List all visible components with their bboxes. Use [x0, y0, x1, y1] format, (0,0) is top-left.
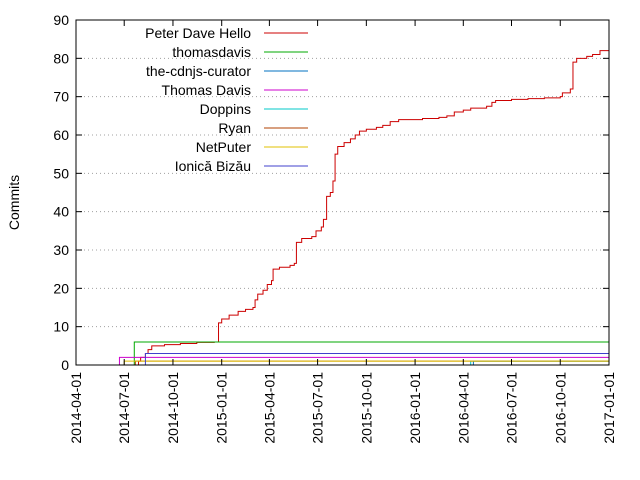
y-tick-label: 80	[53, 50, 69, 66]
axis-ticks	[75, 19, 610, 366]
y-tick-label: 90	[53, 12, 69, 28]
y-tick-label: 30	[53, 242, 69, 258]
y-tick-label: 0	[61, 357, 69, 373]
series-line-6	[122, 360, 609, 366]
series-line-7	[136, 353, 609, 366]
x-tick-label: 2014-04-01	[68, 372, 84, 444]
legend-label: Peter Dave Hello	[145, 25, 251, 41]
x-tick-label: 2016-01-01	[407, 372, 423, 444]
y-tick-label: 20	[53, 280, 69, 296]
legend-label: Ionică Bizău	[175, 158, 251, 174]
y-tick-labels: 0 10 20 30 40 50 60 70 80 90	[53, 12, 69, 373]
series-line-5	[134, 360, 609, 366]
series-line-4	[468, 360, 609, 366]
legend: Peter Dave Hello thomasdavis the-cdnjs-cur…	[145, 25, 308, 174]
x-tick-labels: 2014-04-01 2014-07-01 2014-10-01 2015-01-01…	[68, 372, 617, 444]
x-tick-label: 2015-10-01	[358, 372, 374, 444]
x-tick-label: 2014-10-01	[165, 372, 181, 444]
legend-label: the-cdnjs-curator	[146, 63, 251, 79]
legend-label: thomasdavis	[172, 44, 251, 60]
x-tick-label: 2014-07-01	[116, 372, 132, 444]
y-tick-label: 60	[53, 127, 69, 143]
y-tick-label: 10	[53, 319, 69, 335]
legend-label: Ryan	[218, 120, 251, 136]
x-tick-label: 2015-01-01	[214, 372, 230, 444]
x-tick-label: 2017-01-01	[601, 372, 617, 444]
grid-lines	[76, 57, 609, 328]
x-tick-label: 2015-04-01	[261, 372, 277, 444]
y-tick-label: 50	[53, 165, 69, 181]
series-line-0	[131, 46, 610, 366]
plot-frame	[75, 19, 610, 366]
x-tick-label: 2016-04-01	[455, 372, 471, 444]
y-tick-label: 70	[53, 89, 69, 105]
x-tick-label: 2016-07-01	[504, 372, 520, 444]
series-line-2	[468, 360, 609, 366]
legend-label: Thomas Davis	[162, 82, 251, 98]
x-tick-label: 2016-10-01	[552, 372, 568, 444]
legend-label: NetPuter	[196, 139, 252, 155]
legend-label: Doppins	[200, 101, 251, 117]
x-tick-label: 2015-07-01	[310, 372, 326, 444]
y-axis-title: Commits	[6, 175, 22, 230]
y-tick-label: 40	[53, 204, 69, 220]
